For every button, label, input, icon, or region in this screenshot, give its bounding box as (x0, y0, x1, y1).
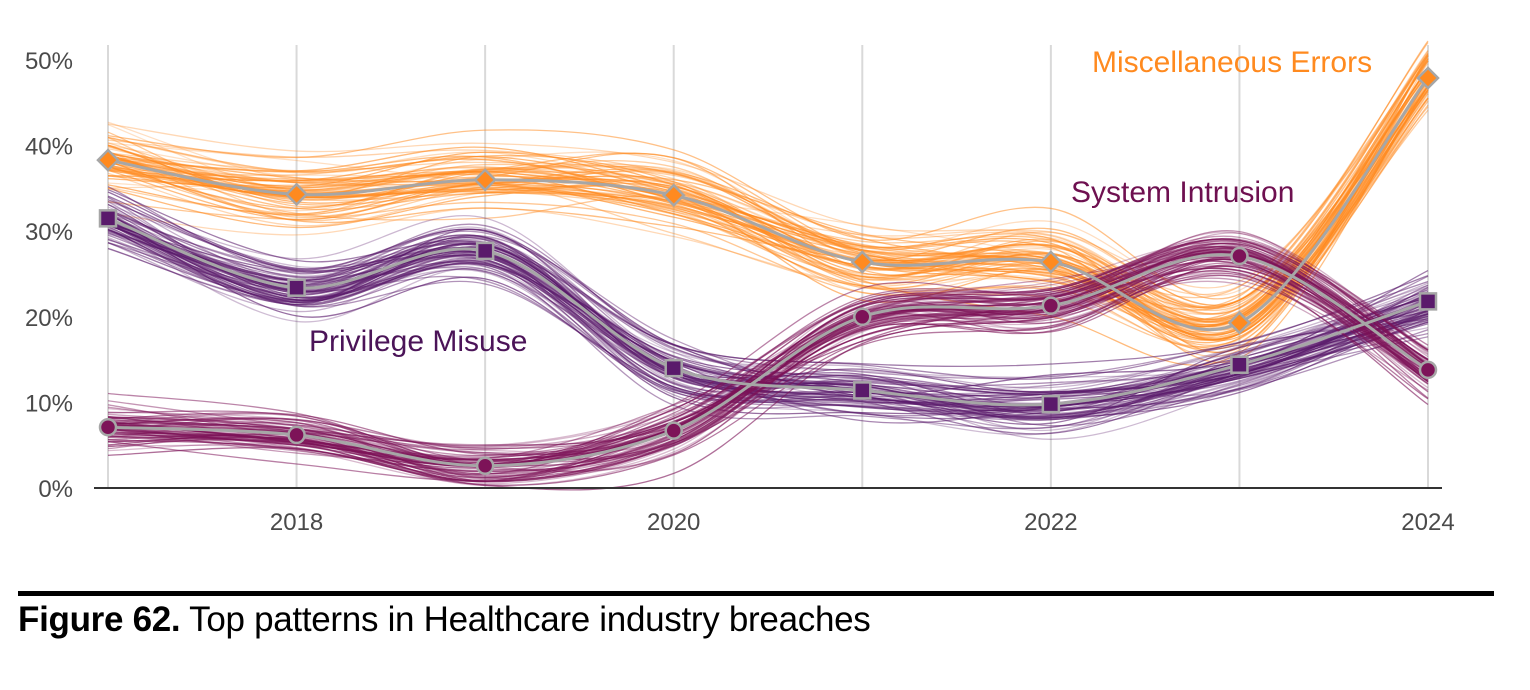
x-tick-label: 2020 (647, 509, 700, 536)
marker-system-intrusion-2020 (664, 421, 683, 440)
marker-system-intrusion-2017 (98, 417, 118, 437)
ensemble-line (107, 79, 1429, 346)
ensemble-line (107, 226, 1429, 436)
figure-number: Figure 62. (18, 600, 181, 639)
ensemble-line (107, 237, 1429, 468)
series-markers (96, 66, 1440, 475)
label-miscellaneous-errors: Miscellaneous Errors (1092, 46, 1372, 79)
ensemble-line (107, 42, 1429, 308)
marker-privilege-misuse-2017 (98, 209, 118, 228)
ensemble-line (107, 248, 1429, 479)
y-tick-label: 0% (38, 476, 73, 503)
marker-miscellaneous-errors-2018 (284, 182, 309, 207)
ensemble-line (107, 68, 1429, 321)
ensemble-line (107, 247, 1429, 430)
x-tick-label: 2024 (1401, 509, 1454, 536)
marker-system-intrusion-2022 (1041, 296, 1061, 315)
marker-miscellaneous-errors-2017 (96, 148, 120, 172)
label-system-intrusion: System Intrusion (1071, 176, 1294, 209)
ensemble-line (107, 55, 1429, 299)
ensemble-line (107, 104, 1429, 348)
ensemble-line (107, 224, 1429, 410)
ensemble-line (107, 52, 1429, 297)
marker-privilege-misuse-2021 (853, 381, 872, 400)
ensemble-line (107, 223, 1429, 415)
x-tick-label: 2018 (270, 509, 323, 536)
marker-miscellaneous-errors-2024 (1416, 66, 1440, 90)
ensemble-line (107, 200, 1429, 389)
marker-privilege-misuse-2019 (475, 241, 495, 261)
ensemble-line (107, 246, 1429, 467)
ensemble-line (107, 73, 1429, 309)
y-tick-label: 50% (25, 48, 73, 75)
marker-miscellaneous-errors-2022 (1039, 250, 1063, 274)
ensemble-line (107, 267, 1429, 479)
figure-caption: Figure 62. Top patterns in Healthcare in… (18, 600, 871, 640)
ensemble-line (107, 251, 1429, 460)
marker-system-intrusion-2019 (475, 456, 495, 475)
y-tick-label: 20% (25, 305, 73, 332)
marker-system-intrusion-2018 (287, 425, 306, 445)
ensemble-line (107, 63, 1429, 289)
ensemble-line (107, 60, 1429, 315)
ensemble-line (107, 40, 1429, 300)
figure-caption-text: Top patterns in Healthcare industry brea… (180, 600, 871, 639)
marker-miscellaneous-errors-2023 (1227, 311, 1252, 335)
ensemble-line (107, 189, 1429, 368)
marker-miscellaneous-errors-2020 (661, 183, 686, 208)
marker-miscellaneous-errors-2019 (473, 168, 497, 192)
y-tick-label: 10% (25, 390, 73, 417)
ensemble-line (107, 249, 1429, 449)
ensemble-line (107, 67, 1429, 315)
ensemble-line (107, 242, 1429, 456)
y-tick-label: 40% (25, 134, 73, 161)
marker-miscellaneous-errors-2021 (850, 250, 875, 274)
marker-privilege-misuse-2018 (287, 278, 306, 297)
ensemble-line (107, 229, 1429, 420)
ensemble-line (107, 265, 1429, 473)
caption-rule (18, 591, 1494, 596)
ensemble-line (107, 98, 1429, 349)
marker-system-intrusion-2024 (1418, 360, 1438, 380)
marker-system-intrusion-2021 (853, 307, 872, 327)
ensemble-line (107, 50, 1429, 316)
ensemble-line (107, 85, 1429, 342)
x-tick-labels: 2018 2020 2022 2024 (270, 509, 1455, 536)
series-labels: Miscellaneous Errors Privilege Misuse Syst… (309, 46, 1372, 358)
main-line-privilege-misuse (107, 216, 1429, 407)
x-tick-label: 2022 (1024, 509, 1077, 536)
ensemble-line (107, 248, 1429, 419)
label-privilege-misuse: Privilege Misuse (309, 325, 527, 358)
marker-privilege-misuse-2023 (1230, 355, 1249, 374)
y-tick-labels: 0% 10% 20% 30% 40% 50% (25, 48, 73, 503)
chart: 0% 10% 20% 30% 40% 50% 2018 2020 2022 2024 Misce… (25, 40, 1455, 536)
y-tick-label: 30% (25, 219, 73, 246)
ensemble-line (107, 206, 1429, 407)
marker-system-intrusion-2023 (1230, 246, 1249, 266)
marker-privilege-misuse-2020 (664, 358, 683, 378)
marker-privilege-misuse-2022 (1041, 394, 1061, 414)
marker-privilege-misuse-2024 (1418, 292, 1438, 311)
series-ensembles (107, 40, 1429, 491)
